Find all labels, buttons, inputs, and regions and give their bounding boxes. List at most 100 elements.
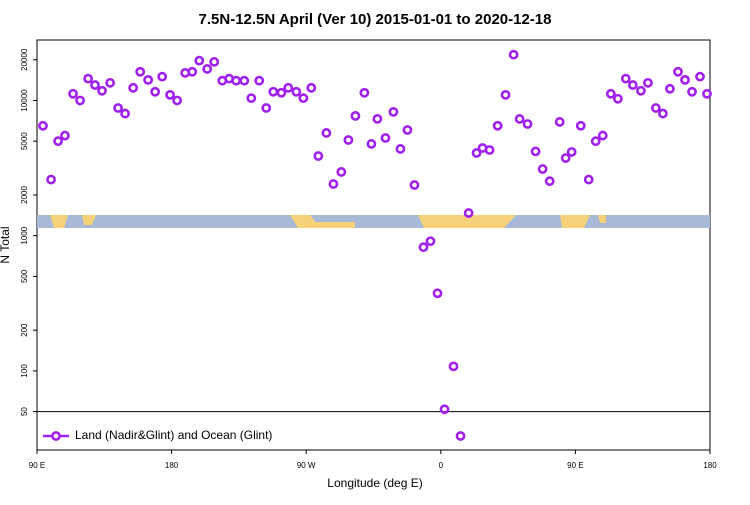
data-point: [605, 88, 616, 99]
data-point: [650, 103, 661, 113]
data-point: [597, 130, 608, 141]
x-tick-label: 90 E: [29, 461, 45, 470]
data-point: [673, 66, 683, 77]
data-point: [343, 135, 354, 145]
data-point: [439, 404, 450, 415]
data-point: [75, 95, 85, 106]
data-point: [687, 86, 697, 97]
data-point: [508, 49, 519, 60]
data-point: [128, 82, 139, 93]
data-point: [695, 71, 705, 82]
data-point: [90, 80, 100, 90]
data-point: [231, 75, 242, 86]
data-point: [590, 136, 601, 147]
data-point: [313, 151, 324, 161]
data-point: [298, 93, 309, 104]
x-tick-label: 90 E: [567, 461, 583, 470]
data-point: [83, 73, 94, 84]
data-point: [402, 125, 413, 135]
data-point: [60, 130, 70, 141]
data-point: [643, 77, 653, 88]
data-point: [261, 103, 272, 113]
data-point: [395, 144, 406, 154]
data-point: [471, 148, 482, 158]
data-point: [657, 108, 668, 119]
legend-marker: [51, 431, 61, 441]
data-point: [554, 117, 565, 127]
data-point: [202, 64, 213, 74]
data-point: [38, 120, 48, 131]
data-point: [409, 180, 420, 190]
data-point: [209, 56, 220, 67]
x-tick-label: 180: [165, 461, 179, 470]
y-tick-label: 5000: [20, 132, 29, 150]
data-point: [239, 75, 250, 86]
data-point: [187, 66, 198, 77]
data-point: [46, 174, 56, 185]
chart-title: 7.5N-12.5N April (Ver 10) 2015-01-01 to …: [199, 11, 552, 28]
data-point: [537, 164, 548, 174]
y-tick-label: 10000: [20, 89, 29, 112]
data-point: [366, 139, 377, 149]
y-tick-label: 500: [20, 269, 29, 283]
data-point: [113, 103, 123, 113]
legend-label: Land (Nadir&Glint) and Ocean (Glint): [75, 428, 272, 442]
data-point: [484, 145, 495, 155]
data-point: [246, 93, 257, 104]
data-point: [276, 87, 287, 98]
data-point: [566, 147, 577, 157]
y-tick-label: 100: [20, 364, 29, 378]
data-point: [560, 153, 571, 163]
x-tick-label: 0: [439, 461, 444, 470]
x-tick-label: 90 W: [297, 461, 316, 470]
map-strip: [37, 215, 710, 228]
y-tick-label: 50: [20, 407, 29, 416]
data-point: [583, 174, 594, 185]
data-point: [636, 85, 646, 96]
data-point: [575, 120, 586, 131]
data-point: [350, 110, 361, 121]
y-tick-label: 1000: [20, 226, 29, 244]
y-tick-label: 20000: [20, 48, 29, 71]
data-point: [328, 179, 339, 189]
data-point: [388, 107, 399, 117]
data-point: [165, 89, 176, 100]
data-point: [530, 146, 541, 157]
data-point: [544, 176, 555, 187]
data-point: [105, 77, 116, 88]
y-tick-label: 2000: [20, 186, 29, 204]
data-point: [120, 108, 130, 119]
data-point: [500, 89, 511, 100]
data-point: [680, 74, 690, 85]
data-point: [157, 71, 168, 82]
data-point: [306, 82, 317, 93]
data-point: [522, 119, 533, 129]
x-axis-label: Longitude (deg E): [327, 476, 422, 490]
data-point: [283, 82, 294, 93]
data-point: [336, 167, 347, 177]
x-tick-label: 180: [703, 461, 717, 470]
data-point: [135, 66, 146, 77]
plot-frame: [36, 39, 711, 451]
data-point: [432, 288, 443, 299]
data-point: [268, 86, 279, 97]
data-point: [194, 55, 205, 66]
data-point: [492, 120, 503, 131]
data-point: [291, 86, 302, 97]
data-point: [702, 88, 712, 99]
data-point: [254, 75, 265, 86]
data-point: [448, 361, 459, 372]
data-point: [620, 73, 631, 84]
data-point: [665, 83, 675, 94]
data-point: [627, 80, 638, 90]
y-tick-label: 200: [20, 323, 29, 337]
data-point: [53, 136, 63, 147]
data-point: [321, 128, 332, 138]
y-axis-label: N Total: [0, 226, 12, 263]
data-point: [612, 93, 623, 104]
data-point: [463, 208, 474, 218]
data-point: [380, 133, 391, 143]
data-point: [97, 85, 107, 96]
data-point: [372, 113, 383, 124]
